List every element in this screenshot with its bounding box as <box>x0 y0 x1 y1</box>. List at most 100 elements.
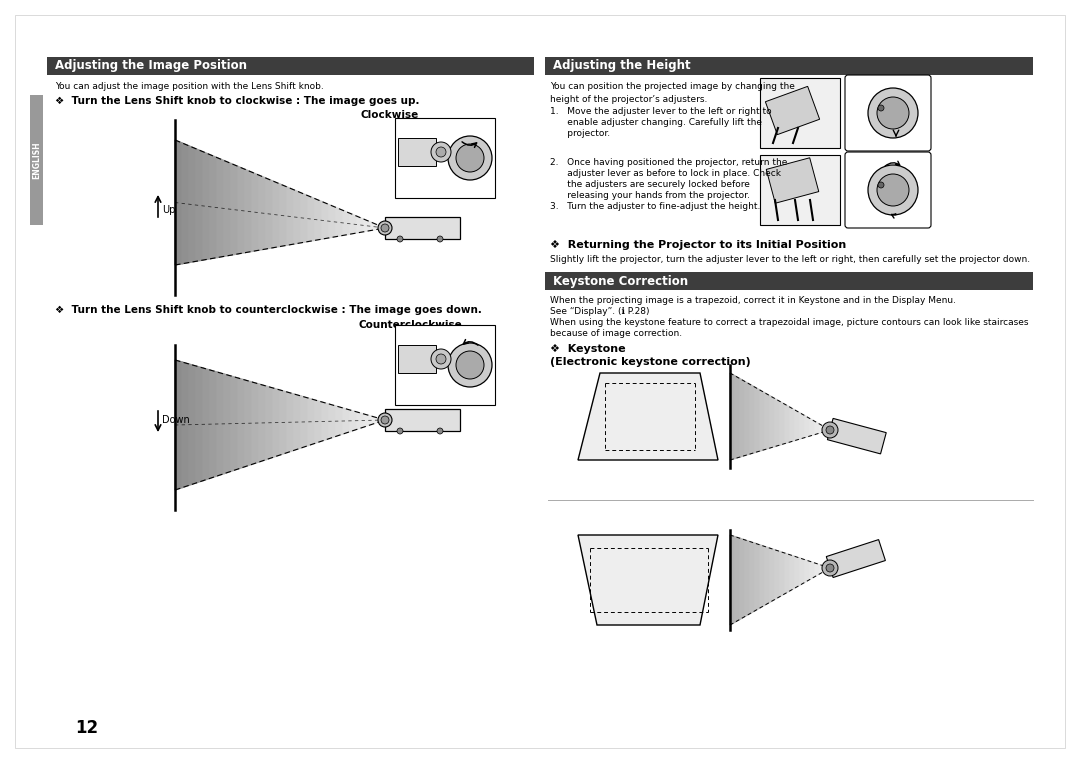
Text: Adjusting the Height: Adjusting the Height <box>553 60 690 72</box>
Polygon shape <box>231 376 238 472</box>
Text: ❖  Returning the Projector to its Initial Position: ❖ Returning the Projector to its Initial… <box>550 240 847 250</box>
Polygon shape <box>315 400 322 443</box>
Polygon shape <box>765 393 770 449</box>
Circle shape <box>381 224 389 232</box>
Polygon shape <box>760 545 765 608</box>
Bar <box>399 345 436 373</box>
Text: 12: 12 <box>75 719 98 737</box>
Polygon shape <box>775 398 780 446</box>
Polygon shape <box>195 366 203 483</box>
Polygon shape <box>815 421 820 434</box>
Polygon shape <box>224 374 231 474</box>
Text: Counterclockwise: Counterclockwise <box>359 320 462 330</box>
Polygon shape <box>364 219 372 232</box>
Text: You can adjust the image position with the Lens Shift knob.: You can adjust the image position with t… <box>55 82 324 91</box>
Text: the adjusters are securely locked before: the adjusters are securely locked before <box>550 180 750 189</box>
Polygon shape <box>735 536 740 622</box>
FancyArrowPatch shape <box>463 340 478 345</box>
Polygon shape <box>755 543 760 610</box>
Polygon shape <box>810 419 815 436</box>
Text: ❖  Turn the Lens Shift knob to clockwise : The image goes up.: ❖ Turn the Lens Shift knob to clockwise … <box>55 96 419 106</box>
Text: (Electronic keystone correction): (Electronic keystone correction) <box>550 357 751 367</box>
Polygon shape <box>755 388 760 452</box>
Bar <box>766 86 820 134</box>
Polygon shape <box>189 146 195 262</box>
Polygon shape <box>343 211 350 236</box>
Circle shape <box>397 236 403 242</box>
Polygon shape <box>217 158 224 258</box>
Polygon shape <box>266 178 273 249</box>
Polygon shape <box>175 360 183 490</box>
Polygon shape <box>175 140 183 265</box>
Polygon shape <box>785 553 789 594</box>
Polygon shape <box>217 372 224 476</box>
Circle shape <box>381 416 389 424</box>
Circle shape <box>877 97 909 129</box>
Circle shape <box>378 221 392 235</box>
Text: ENGLISH: ENGLISH <box>32 141 41 179</box>
Text: When the projecting image is a trapezoid, correct it in Keystone and in the Disp: When the projecting image is a trapezoid… <box>550 296 956 305</box>
Polygon shape <box>231 163 238 255</box>
Bar <box>48 57 534 75</box>
Polygon shape <box>210 370 217 478</box>
Bar <box>760 155 840 225</box>
FancyBboxPatch shape <box>845 152 931 228</box>
Polygon shape <box>245 169 252 253</box>
Polygon shape <box>301 396 308 448</box>
Text: enable adjuster changing. Carefully lift the: enable adjuster changing. Carefully lift… <box>550 118 762 127</box>
Bar <box>545 272 1032 290</box>
Polygon shape <box>800 413 805 439</box>
Circle shape <box>436 147 446 157</box>
Circle shape <box>877 174 909 206</box>
Polygon shape <box>203 152 210 260</box>
Text: Adjusting the Image Position: Adjusting the Image Position <box>55 60 247 72</box>
Polygon shape <box>770 548 775 602</box>
Circle shape <box>822 560 838 576</box>
Polygon shape <box>740 539 745 620</box>
Polygon shape <box>745 540 750 617</box>
Polygon shape <box>765 546 770 605</box>
Text: Down: Down <box>162 415 190 425</box>
Polygon shape <box>224 160 231 256</box>
Circle shape <box>822 422 838 438</box>
Polygon shape <box>336 208 343 237</box>
Circle shape <box>868 88 918 138</box>
Polygon shape <box>780 401 785 445</box>
Polygon shape <box>259 384 266 462</box>
Polygon shape <box>357 412 364 430</box>
Circle shape <box>448 343 492 387</box>
Bar <box>545 57 1032 75</box>
FancyArrowPatch shape <box>462 142 476 147</box>
Polygon shape <box>273 181 280 248</box>
Bar <box>827 418 887 454</box>
Polygon shape <box>730 373 735 460</box>
Polygon shape <box>308 196 315 242</box>
Text: See “Display”. (ℹ P.28): See “Display”. (ℹ P.28) <box>550 307 649 316</box>
Polygon shape <box>789 555 795 591</box>
Circle shape <box>456 144 484 172</box>
Circle shape <box>436 354 446 364</box>
Polygon shape <box>315 198 322 240</box>
Polygon shape <box>273 388 280 457</box>
Text: You can position the projected image by changing the
height of the projector’s a: You can position the projected image by … <box>550 82 795 104</box>
Circle shape <box>868 165 918 215</box>
Polygon shape <box>820 424 825 433</box>
Text: ❖  Keystone: ❖ Keystone <box>550 344 625 354</box>
Bar <box>30 95 43 225</box>
Polygon shape <box>745 382 750 456</box>
Polygon shape <box>795 556 800 588</box>
Polygon shape <box>364 414 372 427</box>
Text: Clockwise: Clockwise <box>361 110 419 120</box>
Polygon shape <box>308 398 315 446</box>
Polygon shape <box>820 565 825 574</box>
FancyBboxPatch shape <box>845 75 931 151</box>
Polygon shape <box>203 368 210 481</box>
Polygon shape <box>805 416 810 437</box>
Polygon shape <box>378 418 384 423</box>
Bar <box>826 539 886 578</box>
Circle shape <box>431 349 451 369</box>
Circle shape <box>878 182 885 188</box>
Polygon shape <box>357 216 364 233</box>
Text: Up: Up <box>162 205 175 215</box>
Polygon shape <box>287 187 294 245</box>
